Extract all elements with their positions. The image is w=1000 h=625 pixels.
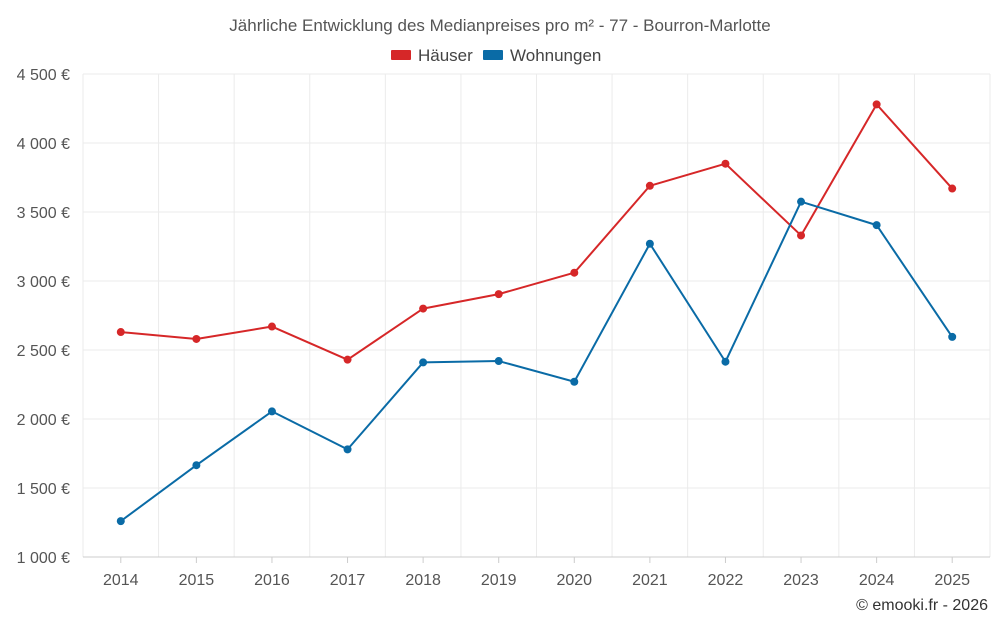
data-point-wohnungen[interactable]	[419, 358, 428, 367]
x-tick-label: 2016	[254, 572, 290, 589]
x-tick-label: 2020	[556, 572, 592, 589]
y-tick-label: 3 500 €	[17, 205, 70, 222]
y-tick-label: 3 000 €	[17, 274, 70, 291]
y-tick-label: 2 000 €	[17, 412, 70, 429]
data-point-haeuser[interactable]	[797, 231, 806, 240]
series-layer	[116, 100, 957, 526]
legend-label: Wohnungen	[510, 46, 601, 65]
y-tick-label: 2 500 €	[17, 343, 70, 360]
data-point-haeuser[interactable]	[494, 290, 503, 299]
data-point-haeuser[interactable]	[570, 268, 579, 277]
legend-swatch	[483, 50, 503, 60]
series-line-wohnungen	[120, 200, 954, 522]
data-point-wohnungen[interactable]	[116, 517, 125, 526]
data-point-wohnungen[interactable]	[343, 445, 352, 454]
credit-text: © emooki.fr - 2026	[856, 597, 988, 614]
data-point-haeuser[interactable]	[645, 181, 654, 190]
data-point-wohnungen[interactable]	[721, 357, 730, 366]
x-tick-label: 2019	[481, 572, 517, 589]
data-point-wohnungen[interactable]	[192, 461, 201, 470]
x-tick-label: 2014	[103, 572, 139, 589]
data-point-wohnungen[interactable]	[872, 221, 881, 230]
legend-item-wohnungen[interactable]: Wohnungen	[483, 46, 601, 65]
legend-item-haeuser[interactable]: Häuser	[391, 46, 473, 65]
legend[interactable]: Häuser Wohnungen	[391, 46, 601, 65]
x-tick-label: 2024	[859, 572, 895, 589]
x-tick-label: 2021	[632, 572, 668, 589]
data-point-haeuser[interactable]	[721, 159, 730, 168]
x-tick-label: 2025	[934, 572, 970, 589]
chart-title: Jährliche Entwicklung des Medianpreises …	[229, 16, 770, 35]
x-tick-label: 2017	[330, 572, 366, 589]
data-point-haeuser[interactable]	[872, 100, 881, 109]
x-tick-label: 2015	[179, 572, 215, 589]
y-tick-label: 4 000 €	[17, 136, 70, 153]
data-point-haeuser[interactable]	[948, 184, 957, 193]
data-point-wohnungen[interactable]	[494, 357, 503, 366]
data-point-wohnungen[interactable]	[797, 197, 806, 206]
legend-label: Häuser	[418, 46, 473, 65]
data-point-wohnungen[interactable]	[948, 332, 957, 341]
data-point-wohnungen[interactable]	[267, 407, 276, 416]
data-point-haeuser[interactable]	[419, 304, 428, 313]
data-point-wohnungen[interactable]	[645, 239, 654, 248]
grid	[82, 73, 991, 557]
data-point-haeuser[interactable]	[116, 328, 125, 337]
y-tick-label: 4 500 €	[17, 67, 70, 84]
y-axis: 1 000 € 1 500 € 2 000 € 2 500 € 3 000 € 3 500…	[17, 67, 70, 567]
x-tick-label: 2023	[783, 572, 819, 589]
data-point-haeuser[interactable]	[192, 334, 201, 343]
data-point-haeuser[interactable]	[267, 322, 276, 331]
series-line-haeuser	[120, 103, 953, 361]
data-point-wohnungen[interactable]	[570, 377, 579, 386]
data-point-haeuser[interactable]	[343, 355, 352, 364]
legend-swatch	[391, 50, 411, 60]
y-tick-label: 1 500 €	[17, 481, 70, 498]
x-tick-label: 2018	[405, 572, 441, 589]
x-tick-label: 2022	[708, 572, 744, 589]
y-tick-label: 1 000 €	[17, 550, 70, 567]
x-axis: 2014 2015 2016 2017 2018 2019 2020 2021 2022 2023…	[83, 556, 990, 589]
